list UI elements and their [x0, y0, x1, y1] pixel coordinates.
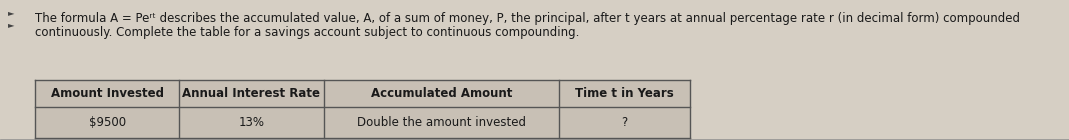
Text: 13%: 13% — [238, 116, 264, 129]
Text: $9500: $9500 — [89, 116, 126, 129]
Text: Annual Interest Rate: Annual Interest Rate — [183, 87, 321, 100]
Bar — [35, 80, 690, 138]
Text: Accumulated Amount: Accumulated Amount — [371, 87, 512, 100]
Text: ►: ► — [7, 8, 15, 17]
Text: Double the amount invested: Double the amount invested — [357, 116, 526, 129]
Text: ►: ► — [7, 20, 15, 29]
Text: Time t in Years: Time t in Years — [575, 87, 673, 100]
Text: The formula A = Peʳᵗ describes the accumulated value, A, of a sum of money, P, t: The formula A = Peʳᵗ describes the accum… — [35, 12, 1020, 25]
Text: continuously. Complete the table for a savings account subject to continuous com: continuously. Complete the table for a s… — [35, 26, 579, 39]
Text: ?: ? — [621, 116, 628, 129]
Text: Amount Invested: Amount Invested — [50, 87, 164, 100]
